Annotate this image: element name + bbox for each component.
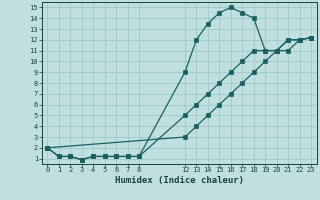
X-axis label: Humidex (Indice chaleur): Humidex (Indice chaleur) xyxy=(115,176,244,185)
